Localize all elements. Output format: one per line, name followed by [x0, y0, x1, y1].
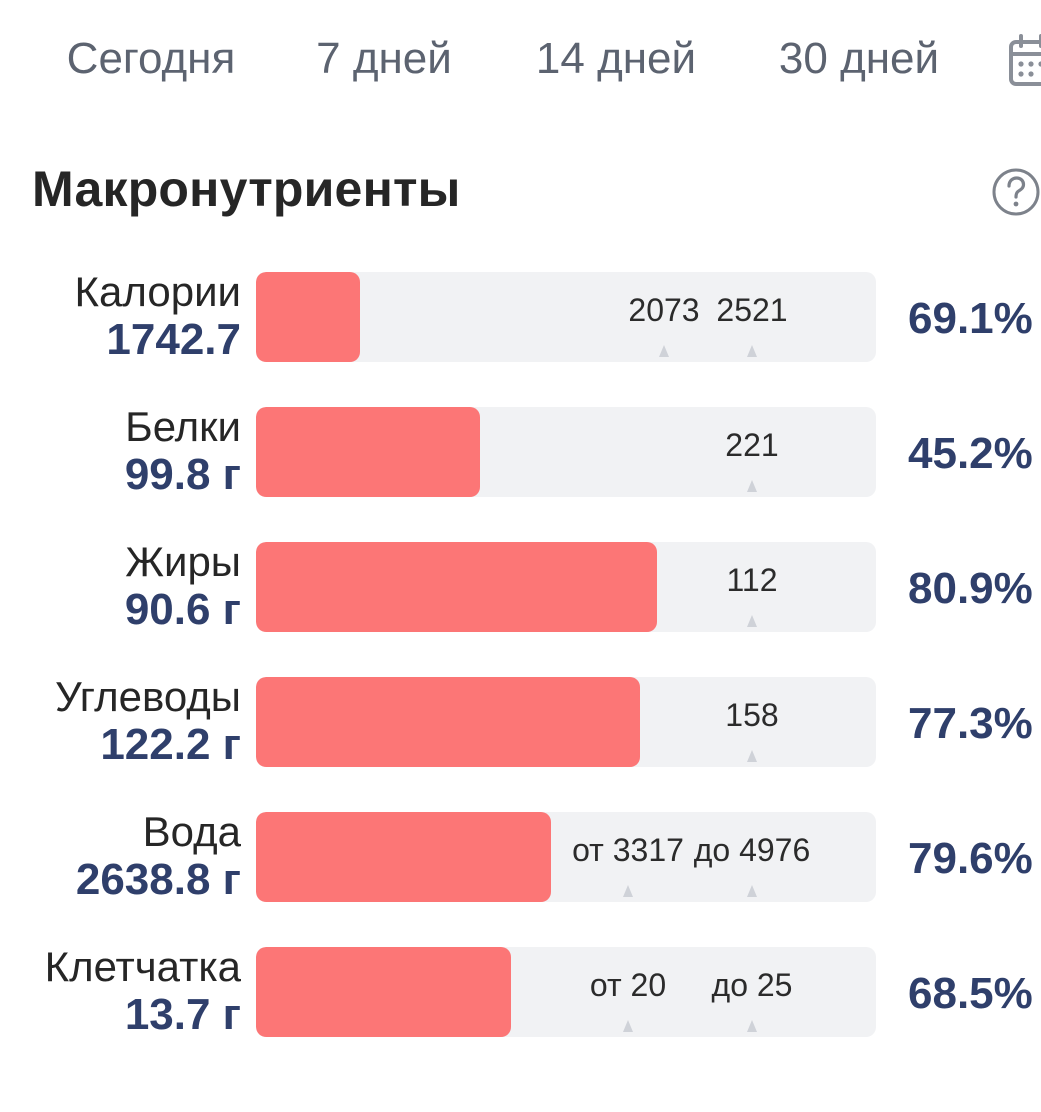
- nutrient-row: Калории 1742.7 2073 2521 69.1%: [0, 268, 1041, 364]
- tab-30-days[interactable]: 30 дней: [778, 34, 940, 83]
- nutrient-percent: 45.2%: [908, 429, 1033, 478]
- target-tick: [623, 885, 633, 897]
- target-marker-label: 221: [725, 427, 779, 463]
- nutrient-percent: 77.3%: [908, 699, 1033, 748]
- tab-7-days[interactable]: 7 дней: [316, 34, 452, 83]
- progress-fill: [256, 677, 640, 767]
- target-tick: [747, 1020, 757, 1032]
- target-marker-label: до 25: [711, 967, 793, 1003]
- target-tick: [747, 885, 757, 897]
- target-tick: [747, 615, 757, 627]
- tab-14-days[interactable]: 14 дней: [535, 34, 697, 83]
- nutrient-name: Вода: [142, 808, 241, 855]
- progress-fill: [256, 407, 480, 497]
- nutrient-name: Жиры: [125, 538, 241, 585]
- progress-track: от 3317 до 4976: [256, 812, 876, 902]
- section-title: Макронутриенты: [32, 161, 461, 217]
- target-tick: [659, 345, 669, 357]
- progress-track: 158: [256, 677, 876, 767]
- nutrient-row: Клетчатка 13.7 г от 20 до 25 68.5%: [0, 943, 1041, 1039]
- target-marker-label: 2521: [716, 292, 788, 328]
- nutrient-value: 2638.8 г: [75, 855, 241, 904]
- progress-track: 221: [256, 407, 876, 497]
- nutrient-value: 13.7 г: [124, 990, 241, 1039]
- calendar-icon[interactable]: [1008, 34, 1041, 88]
- nutrient-name: Белки: [125, 403, 241, 450]
- nutrient-value: 99.8 г: [124, 450, 241, 499]
- target-marker-label: 112: [726, 562, 778, 598]
- progress-fill: [256, 272, 360, 362]
- progress-track: 112: [256, 542, 876, 632]
- nutrient-value: 90.6 г: [124, 585, 241, 634]
- nutrient-row: Жиры 90.6 г 112 80.9%: [0, 538, 1041, 634]
- nutrient-percent: 80.9%: [908, 564, 1033, 613]
- nutrient-percent: 79.6%: [908, 834, 1033, 883]
- nutrient-percent: 69.1%: [908, 294, 1033, 343]
- target-marker-label: 2073: [628, 292, 700, 328]
- nutrient-value: 1742.7: [106, 315, 241, 364]
- nutrient-value: 122.2 г: [100, 720, 241, 769]
- nutrient-name: Клетчатка: [44, 943, 241, 990]
- target-tick: [623, 1020, 633, 1032]
- target-marker-label: 158: [725, 697, 779, 733]
- nutrient-row: Белки 99.8 г 221 45.2%: [0, 403, 1041, 499]
- target-tick: [747, 750, 757, 762]
- progress-fill: [256, 947, 511, 1037]
- nutrient-name: Углеводы: [54, 673, 241, 720]
- nutrient-name: Калории: [74, 268, 241, 315]
- target-tick: [747, 480, 757, 492]
- target-marker-label: до 4976: [693, 832, 811, 868]
- progress-fill: [256, 812, 551, 902]
- tab-today[interactable]: Сегодня: [66, 34, 236, 83]
- question-circle-icon[interactable]: [990, 166, 1041, 218]
- nutrient-row: Вода 2638.8 г от 3317 до 4976 79.6%: [0, 808, 1041, 904]
- target-tick: [747, 345, 757, 357]
- period-tabs: Сегодня 7 дней 14 дней 30 дней: [0, 0, 1041, 120]
- progress-track: 2073 2521: [256, 272, 876, 362]
- target-marker-label: от 3317: [572, 832, 684, 868]
- nutrient-row: Углеводы 122.2 г 158 77.3%: [0, 673, 1041, 769]
- progress-fill: [256, 542, 657, 632]
- target-marker-label: от 20: [589, 967, 667, 1003]
- progress-track: от 20 до 25: [256, 947, 876, 1037]
- nutrient-percent: 68.5%: [908, 969, 1033, 1018]
